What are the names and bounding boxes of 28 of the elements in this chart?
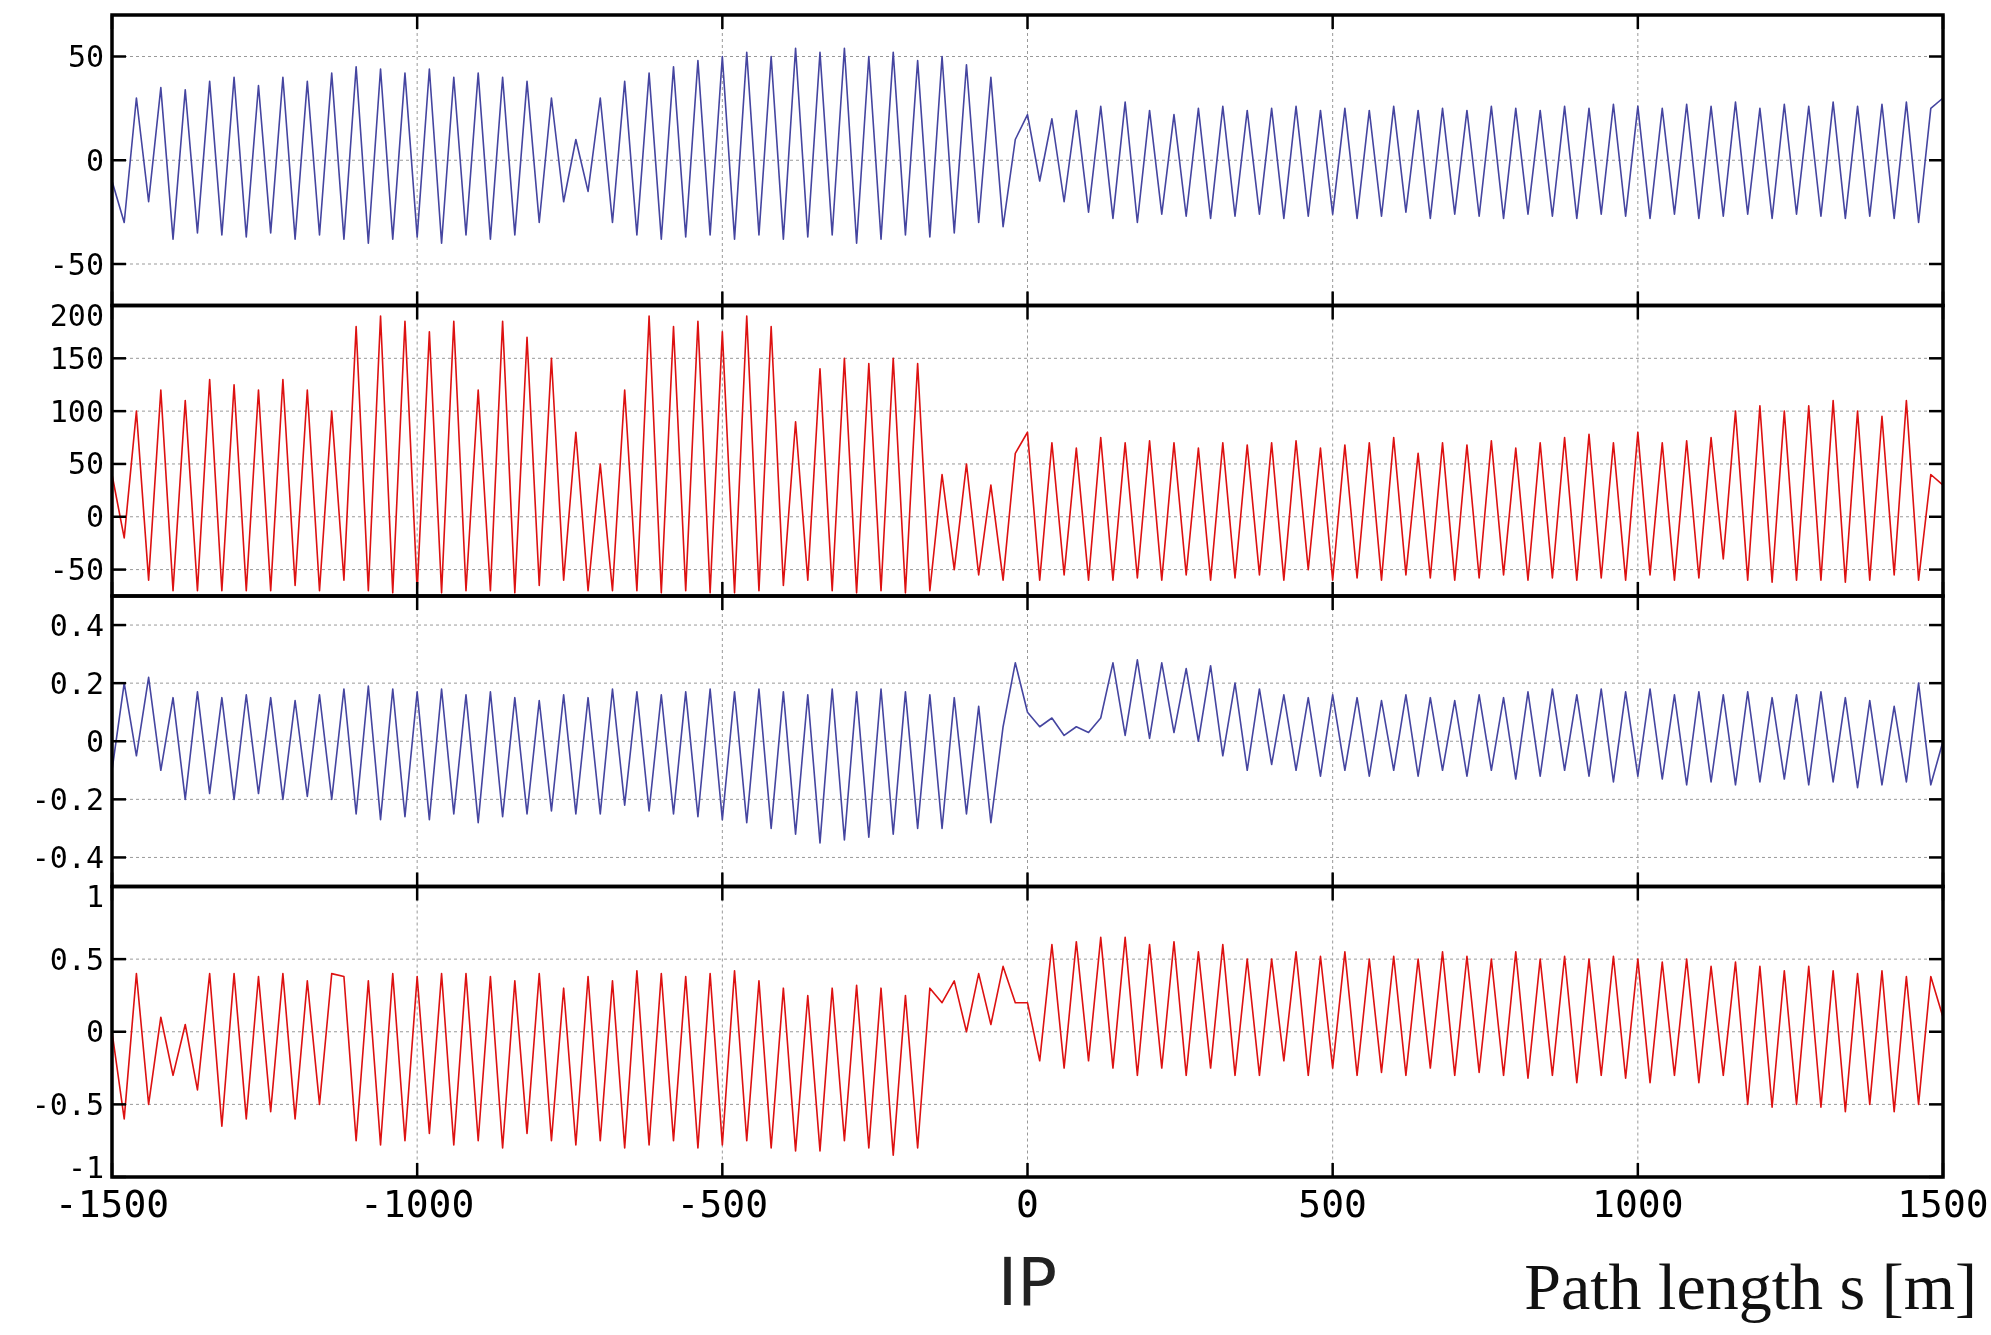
y-tick-label: 0	[85, 1014, 104, 1050]
y-tick-label: 0.4	[49, 607, 104, 643]
x-tick-label: 500	[1298, 1182, 1367, 1226]
y-tick-label: 0.5	[49, 941, 104, 977]
y-tick-label: 0	[85, 499, 104, 535]
y-tick-label: 0.2	[49, 665, 104, 701]
y-tick-label: -50	[49, 246, 104, 282]
x-tick-label: -1000	[359, 1182, 475, 1226]
y-tick-label: 200	[49, 298, 104, 333]
y-tick-label: -0.5	[31, 1086, 104, 1122]
y-tick-label: 0	[85, 723, 104, 759]
y-tick-label: 1	[85, 879, 104, 914]
x-tick-label: 1500	[1897, 1182, 1989, 1226]
x-tick-label: 1000	[1592, 1182, 1684, 1226]
y-tick-label: 0	[85, 142, 104, 178]
y-tick-label: -0.2	[31, 781, 104, 817]
y-tick-label: 150	[49, 340, 104, 376]
y-tick-label: 100	[49, 393, 104, 429]
x-tick-label: -500	[676, 1182, 769, 1226]
y-tick-label: -1	[67, 1149, 104, 1185]
y-tick-label: 50	[67, 39, 104, 74]
y-tick-label: 50	[67, 446, 104, 482]
x-axis-title: Path length s [m]	[1524, 1250, 1977, 1323]
text: IP	[997, 1244, 1058, 1321]
y-tick-label: -0.4	[31, 839, 104, 875]
x-tick-label: -1500	[54, 1182, 170, 1226]
y-tick-label: -50	[49, 552, 104, 588]
x-tick-label: 0	[1016, 1182, 1039, 1226]
